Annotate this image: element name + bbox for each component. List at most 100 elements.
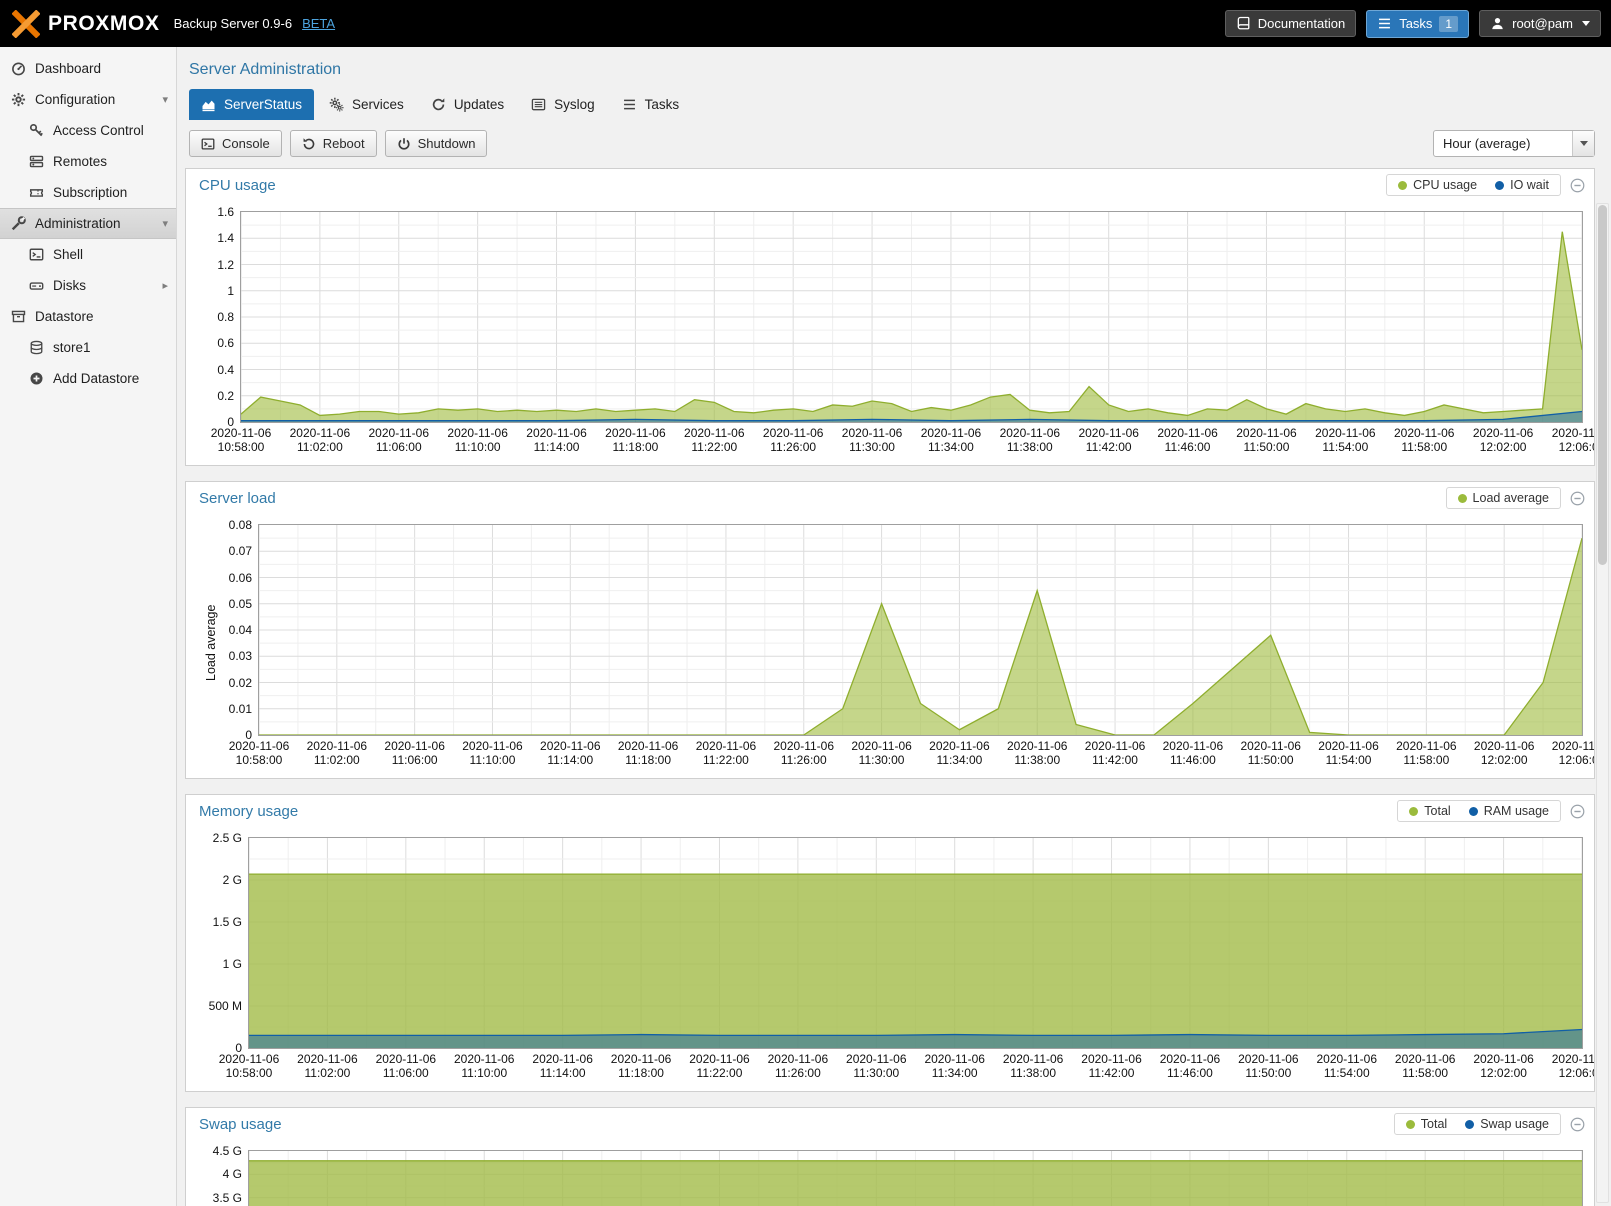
- collapse-panel-button[interactable]: [1570, 491, 1585, 506]
- legend-color-dot: [1465, 1119, 1475, 1129]
- x-axis-tick-label: 2020-11-06 11:14:00: [532, 1052, 593, 1081]
- tab-syslog[interactable]: Syslog: [519, 89, 607, 120]
- console-label: Console: [222, 136, 270, 151]
- tab-tasks[interactable]: Tasks: [610, 89, 692, 120]
- collapse-panel-button[interactable]: [1570, 804, 1585, 819]
- y-axis-tick-label: 1 G: [222, 957, 242, 971]
- app-layout: Dashboard Configuration ▾ Access Control…: [0, 47, 1611, 1206]
- y-axis-tick-label: 2.5 G: [212, 831, 242, 845]
- y-axis-tick-label: 0.2: [217, 388, 234, 403]
- y-axis-tick-label: 0.02: [228, 675, 252, 690]
- x-axis-tick-label: 2020-11-06 11:38:00: [1002, 1052, 1064, 1081]
- chevron-down-icon: [1582, 21, 1590, 26]
- expand-arrow-icon[interactable]: ▸: [162, 280, 168, 292]
- tab-updates[interactable]: Updates: [419, 89, 516, 120]
- time-range-value: Hour (average): [1443, 136, 1531, 151]
- panel-title: Swap usage: [199, 1115, 282, 1133]
- vertical-scrollbar[interactable]: [1596, 203, 1609, 1203]
- chart-legend: Total RAM usage: [1397, 800, 1561, 822]
- legend-color-dot: [1398, 180, 1408, 190]
- x-axis-tick-label: 2020-11-06 12:02:00: [1473, 739, 1535, 768]
- panel-swap-usage: Swap usage Total Swap usage: [185, 1107, 1595, 1206]
- legend-item: Load average: [1457, 491, 1549, 505]
- main-content: Server Administration ServerStatus Servi…: [177, 47, 1611, 1206]
- y-axis-tick-label: 1.4: [217, 231, 234, 246]
- y-axis-tick-label: 3.5 G: [212, 1190, 242, 1205]
- list-icon: [1377, 16, 1392, 31]
- x-axis-tick-label: 2020-11-06 11:14:00: [526, 426, 587, 455]
- sidebar-item-disks[interactable]: Disks ▸: [0, 270, 176, 301]
- archive-box-icon: [11, 309, 26, 324]
- reboot-label: Reboot: [322, 136, 365, 151]
- tasks-button[interactable]: Tasks 1: [1366, 9, 1470, 38]
- time-range-combobox[interactable]: Hour (average): [1433, 130, 1595, 157]
- x-axis-tick-label: 2020-11-06 11:18:00: [610, 1052, 672, 1081]
- proxmox-logo: PROXMOX: [12, 9, 160, 38]
- tab-services[interactable]: Services: [317, 89, 416, 120]
- terminal-icon: [201, 137, 215, 151]
- tab-serverstatus[interactable]: ServerStatus: [189, 89, 315, 120]
- sidebar-item-subscription[interactable]: Subscription: [0, 177, 176, 208]
- x-axis-tick-label: 2020-11-06 11:42:00: [1084, 739, 1146, 768]
- console-button[interactable]: Console: [189, 130, 282, 157]
- x-axis-tick-label: 2020-11-06 11:02:00: [297, 1052, 358, 1081]
- reboot-button[interactable]: Reboot: [289, 130, 377, 157]
- chart-legend: Load average: [1445, 487, 1561, 509]
- user-menu-button[interactable]: root@pam: [1479, 10, 1601, 37]
- y-axis-tick-label: 0.6: [217, 336, 234, 351]
- documentation-button[interactable]: Documentation: [1224, 10, 1357, 37]
- x-axis-tick-label: 2020-11-06 11:06:00: [368, 426, 430, 455]
- x-axis-tick-label: 2020-11-06 11:42:00: [1078, 426, 1139, 455]
- refresh-icon: [431, 97, 446, 112]
- y-axis-tick-label: 0.4: [217, 362, 234, 377]
- collapse-panel-button[interactable]: [1570, 178, 1585, 193]
- x-axis-tick-label: 2020-11-06 11:46:00: [1157, 426, 1218, 455]
- undo-arrow-icon: [302, 137, 316, 151]
- plus-circle-icon: [29, 371, 44, 386]
- tasks-label: Tasks: [1399, 16, 1433, 31]
- panel-title: Server load: [199, 489, 276, 507]
- shutdown-button[interactable]: Shutdown: [384, 130, 488, 157]
- scrollbar-thumb[interactable]: [1598, 205, 1607, 565]
- sidebar-item-administration[interactable]: Administration ▾: [0, 208, 176, 239]
- x-axis-tick-label: 2020-11-06 11:46:00: [1162, 739, 1224, 768]
- sidebar-item-add-datastore[interactable]: Add Datastore: [0, 363, 176, 394]
- sidebar-item-label: Add Datastore: [53, 371, 140, 386]
- sidebar-item-dashboard[interactable]: Dashboard: [0, 53, 176, 84]
- sidebar-item-access-control[interactable]: Access Control: [0, 115, 176, 146]
- y-axis-tick-label: 1.2: [217, 257, 234, 272]
- expand-arrow-icon[interactable]: ▾: [162, 218, 168, 230]
- panel-header: Swap usage Total Swap usage: [186, 1108, 1594, 1140]
- x-axis-tick-label: 2020-11-06 10:58:00: [210, 426, 272, 455]
- sidebar-item-shell[interactable]: Shell: [0, 239, 176, 270]
- x-axis-tick-label: 2020-11-06 11:10:00: [453, 1052, 515, 1081]
- sidebar-item-configuration[interactable]: Configuration ▾: [0, 84, 176, 115]
- x-axis-tick-label: 2020-11-06 11:14:00: [540, 739, 601, 768]
- panel-server-load: Server load Load average 0 0.01 0.02 0.03 0.…: [185, 481, 1595, 779]
- sidebar-item-label: Datastore: [35, 309, 94, 324]
- beta-link[interactable]: BETA: [302, 16, 336, 31]
- y-axis-tick-label: 1: [227, 283, 234, 298]
- y-axis-tick-label: 0.05: [228, 596, 252, 611]
- panel-header: Server load Load average: [186, 482, 1594, 514]
- chart-legend: Total Swap usage: [1393, 1113, 1561, 1135]
- sidebar-item-datastore[interactable]: Datastore: [0, 301, 176, 332]
- expand-arrow-icon[interactable]: ▾: [162, 94, 168, 106]
- legend-item: CPU usage: [1398, 178, 1477, 192]
- sidebar-item-remotes[interactable]: Remotes: [0, 146, 176, 177]
- legend-item: Swap usage: [1465, 1117, 1549, 1131]
- combobox-trigger[interactable]: [1572, 131, 1594, 156]
- shutdown-label: Shutdown: [417, 136, 476, 151]
- x-axis-tick-label: 2020-11-06 11:46:00: [1159, 1052, 1221, 1081]
- x-axis-tick-label: 2020-11-06 11:54:00: [1318, 739, 1379, 768]
- collapse-panel-button[interactable]: [1570, 1117, 1585, 1132]
- legend-label: IO wait: [1510, 178, 1549, 192]
- x-axis-tick-label: 2020-11-06 11:22:00: [689, 1052, 750, 1081]
- brand-name: PROXMOX: [48, 11, 160, 35]
- chart-legend: CPU usage IO wait: [1386, 174, 1561, 196]
- sidebar-item-store1[interactable]: store1: [0, 332, 176, 363]
- x-axis-tick-label: 2020-11-06 11:42:00: [1081, 1052, 1142, 1081]
- sidebar-item-label: Administration: [35, 216, 121, 231]
